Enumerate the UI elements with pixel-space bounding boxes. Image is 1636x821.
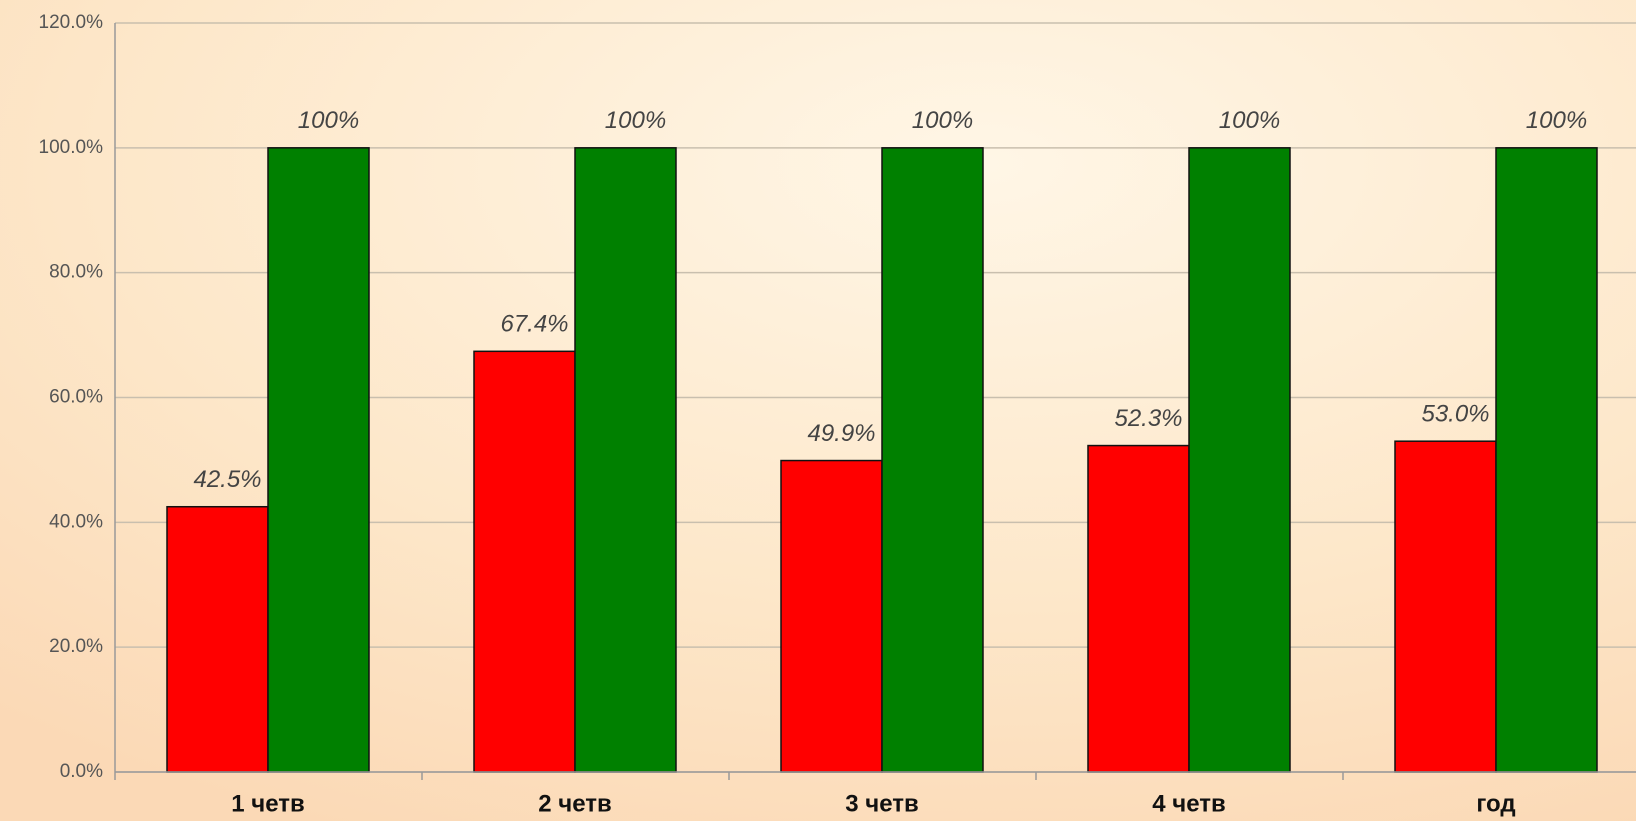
x-tick-label: 3 четв	[845, 790, 919, 817]
y-tick-label: 120.0%	[39, 12, 104, 33]
value-label: 53.0%	[1421, 401, 1489, 428]
x-tick-label: год	[1476, 790, 1515, 817]
value-label: 67.4%	[500, 311, 568, 338]
x-tick-label: 1 четв	[231, 790, 305, 817]
value-label: 100%	[1219, 107, 1280, 134]
value-label: 100%	[1526, 107, 1587, 134]
bar	[574, 147, 677, 773]
value-label: 100%	[298, 107, 359, 134]
y-tick-label: 80.0%	[49, 262, 103, 283]
value-label: 42.5%	[193, 466, 261, 493]
bar	[780, 459, 883, 773]
x-tick-label: 4 четв	[1152, 790, 1226, 817]
bar	[1394, 440, 1497, 773]
y-tick-label: 40.0%	[49, 511, 103, 532]
bar	[473, 350, 576, 773]
bar	[1188, 147, 1291, 773]
value-label: 49.9%	[807, 420, 875, 447]
bar	[881, 147, 984, 773]
y-tick-label: 0.0%	[60, 761, 103, 782]
value-label: 52.3%	[1114, 405, 1182, 432]
value-label: 100%	[912, 107, 973, 134]
x-tick-label: 2 четв	[538, 790, 612, 817]
bar	[1495, 147, 1598, 773]
value-label: 100%	[605, 107, 666, 134]
y-tick-label: 100.0%	[39, 137, 104, 158]
bar	[267, 147, 370, 773]
y-tick-label: 20.0%	[49, 636, 103, 657]
bar	[166, 505, 269, 773]
y-tick-label: 60.0%	[49, 387, 103, 408]
bar	[1087, 444, 1190, 773]
